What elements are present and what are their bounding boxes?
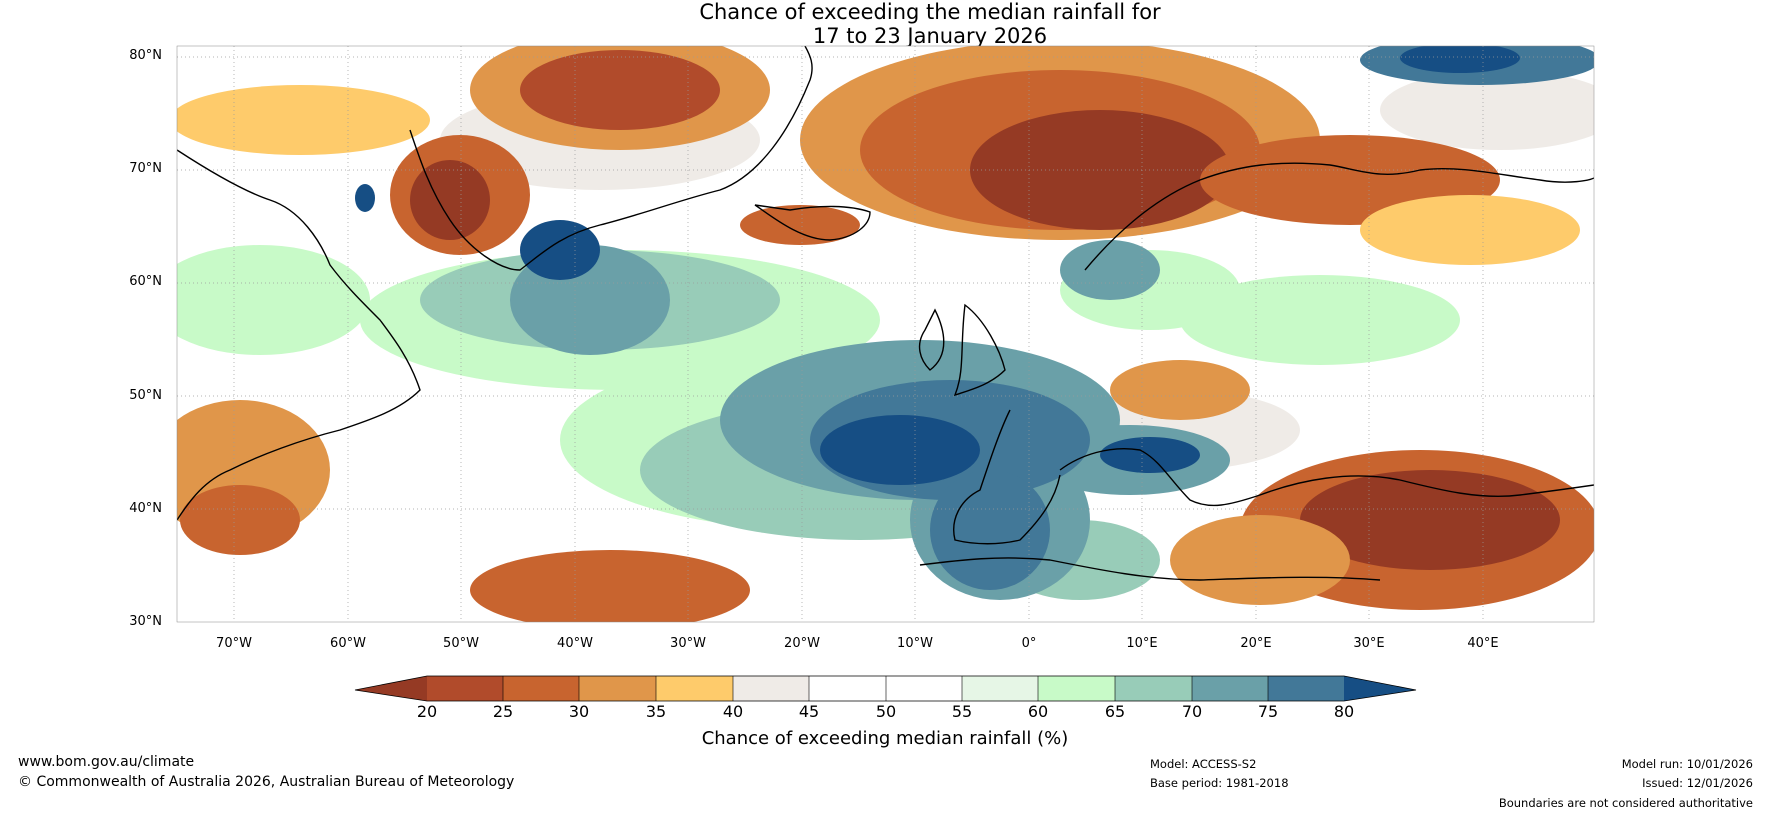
colorbar-tick-30: 30: [568, 702, 590, 721]
colorbar-tick-80: 80: [1333, 702, 1355, 721]
model-run-date: Model run: 10/01/2026: [1621, 757, 1753, 771]
coastlines: [177, 46, 1594, 581]
colorbar: [354, 675, 1417, 702]
lat-label-60n: 60°N: [129, 274, 162, 289]
model-name: Model: ACCESS-S2: [1150, 757, 1257, 771]
colorbar-bin-30-35: [579, 676, 656, 701]
colorbar-tick-35: 35: [645, 702, 667, 721]
colorbar-tick-40: 40: [722, 702, 744, 721]
colorbar-tick-65: 65: [1104, 702, 1126, 721]
lon-label-10e: 10°E: [1126, 636, 1158, 651]
colorbar-tick-20: 20: [416, 702, 438, 721]
lat-label-30n: 30°N: [129, 614, 162, 629]
base-period: Base period: 1981-2018: [1150, 776, 1289, 790]
lon-label-60w: 60°W: [330, 636, 366, 651]
colorbar-high-arrow: [1344, 676, 1416, 701]
lon-label-30w: 30°W: [670, 636, 706, 651]
colorbar-low-arrow: [355, 676, 427, 701]
colorbar-bin-70-75: [1192, 676, 1268, 701]
colorbar-bin-20-25: [427, 676, 503, 701]
colorbar-bin-25-30: [503, 676, 579, 701]
title-line-2: 17 to 23 January 2026: [812, 24, 1048, 48]
website-link[interactable]: www.bom.gov.au/climate: [18, 754, 195, 770]
lat-label-80n: 80°N: [129, 48, 162, 63]
lon-label-0: 0°: [1021, 636, 1037, 651]
colorbar-tick-60: 60: [1027, 702, 1049, 721]
colorbar-tick-75: 75: [1257, 702, 1279, 721]
colorbar-bin-75-80: [1268, 676, 1344, 701]
wet-zones: [355, 46, 1594, 600]
title-line-1: Chance of exceeding the median rainfall …: [699, 0, 1161, 24]
colorbar-bin-45-50: [809, 676, 886, 701]
boundary-disclaimer: Boundaries are not considered authoritat…: [1498, 796, 1753, 810]
lon-label-40e: 40°E: [1467, 636, 1499, 651]
colorbar-tick-25: 25: [492, 702, 514, 721]
copyright-text: © Commonwealth of Australia 2026, Austra…: [18, 774, 515, 790]
colorbar-tick-50: 50: [875, 702, 897, 721]
lon-label-20w: 20°W: [784, 636, 820, 651]
colorbar-tick-70: 70: [1181, 702, 1203, 721]
colorbar-outline: [354, 675, 1417, 702]
lat-label-70n: 70°N: [129, 161, 162, 176]
lon-label-70w: 70°W: [216, 636, 252, 651]
map-title: Chance of exceeding the median rainfall …: [0, 0, 1770, 48]
colorbar-tick-45: 45: [798, 702, 820, 721]
colorbar-bin-50-55: [886, 676, 962, 701]
lon-label-30e: 30°E: [1353, 636, 1385, 651]
colorbar-bin-55-60: [962, 676, 1038, 701]
colorbar-label: Chance of exceeding median rainfall (%): [701, 728, 1069, 749]
lon-label-50w: 50°W: [443, 636, 479, 651]
colorbar-bin-65-70: [1115, 676, 1192, 701]
colorbar-bin-35-40: [656, 676, 733, 701]
colorbar-bin-40-45: [733, 676, 809, 701]
lat-label-50n: 50°N: [129, 388, 162, 403]
lon-label-10w: 10°W: [897, 636, 933, 651]
colorbar-bin-60-65: [1038, 676, 1115, 701]
dry-zones: [177, 46, 1594, 622]
lon-label-20e: 20°E: [1240, 636, 1272, 651]
graticule: [177, 46, 1594, 622]
map-frame: [176, 45, 1595, 623]
lon-label-40w: 40°W: [557, 636, 593, 651]
colorbar-tick-55: 55: [951, 702, 973, 721]
issued-date: Issued: 12/01/2026: [1642, 776, 1753, 790]
lat-label-40n: 40°N: [129, 501, 162, 516]
